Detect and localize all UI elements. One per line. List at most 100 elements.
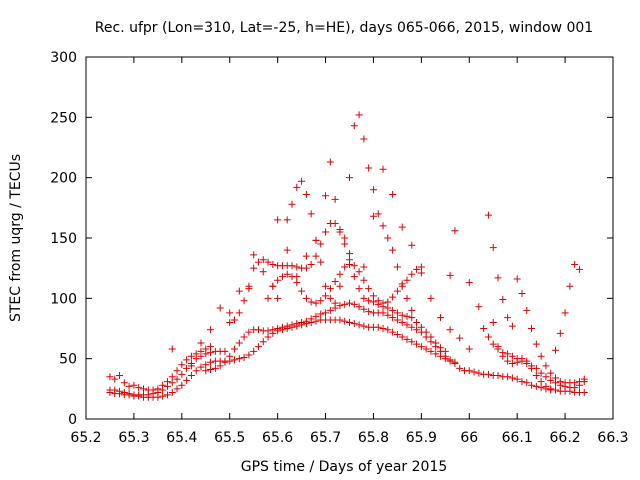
data-point [202,361,210,369]
data-point [154,385,162,393]
data-point [293,320,301,328]
data-point [293,263,301,271]
data-point [207,343,215,351]
data-point [135,384,143,392]
data-point [446,326,454,334]
data-point [125,391,133,399]
x-tick-label: 65.7 [310,430,341,446]
data-point [571,261,579,269]
data-point [408,306,416,314]
data-point [135,392,143,400]
data-point [408,323,416,331]
data-point [322,309,330,317]
data-point [211,364,219,372]
data-point [264,294,272,302]
series-sat-12 [451,227,583,393]
data-point [331,277,339,285]
data-point [365,164,373,172]
data-point [302,252,310,260]
data-point [389,314,397,322]
data-point [360,263,368,271]
data-point [513,375,521,383]
data-point [202,345,210,353]
data-point [226,352,234,360]
data-point [336,226,344,234]
data-point [537,352,545,360]
data-point [494,343,502,351]
data-point [489,318,497,326]
data-point [240,297,248,305]
data-point [197,339,205,347]
data-point [542,362,550,370]
data-point [532,340,540,348]
data-point [432,350,440,358]
data-point [360,135,368,143]
data-point [346,299,353,307]
data-point [393,287,401,295]
series-sat-7 [283,111,416,314]
data-point [250,264,258,272]
data-point [312,299,320,307]
x-tick-label: 65.8 [358,430,389,446]
data-point [221,347,229,355]
data-point [278,273,286,281]
data-point [575,265,583,273]
data-point [192,367,200,375]
data-point [183,356,191,364]
data-point [216,304,224,312]
data-point [513,358,521,366]
data-point [322,192,330,200]
data-point [187,372,195,380]
y-tick-label: 50 [59,352,77,368]
data-point [298,287,306,295]
data-point [336,316,344,324]
data-point [346,261,353,269]
data-point [274,325,282,332]
data-point [274,294,282,302]
x-tick-label: 66.2 [550,430,581,446]
data-point [302,264,310,272]
data-point [413,326,421,334]
data-point [432,339,440,347]
data-point [504,350,512,358]
data-point [240,333,248,341]
data-point [130,381,138,389]
data-point [341,263,349,271]
y-tick-label: 200 [50,171,77,187]
data-point [293,183,301,191]
data-point [566,282,574,290]
series-sat-1 [106,347,229,399]
x-tick-label: 66.1 [502,430,533,446]
data-point [547,376,555,384]
data-point [168,373,176,381]
data-point [403,294,411,302]
data-point [106,388,114,396]
data-point [307,298,315,306]
data-point [437,344,445,352]
data-point [173,385,181,393]
series-sat-10 [446,271,588,392]
data-point [374,323,382,331]
data-point [456,364,464,372]
x-tick-label: 65.6 [262,430,293,446]
series-sat-11 [484,211,588,387]
x-tick-label: 65.4 [166,430,197,446]
data-point [278,323,286,331]
data-point [542,373,550,381]
data-point [575,378,583,386]
data-point [494,372,502,380]
data-point [307,210,315,218]
data-point [254,343,262,351]
data-point [504,357,512,365]
x-tick-label: 65.5 [214,430,245,446]
data-point [259,256,267,264]
data-point [283,246,291,254]
data-point [245,328,253,336]
data-point [456,334,464,342]
data-point [508,352,516,360]
data-point [374,210,382,218]
data-point [307,315,315,323]
data-point [365,308,373,316]
data-point [475,369,483,377]
